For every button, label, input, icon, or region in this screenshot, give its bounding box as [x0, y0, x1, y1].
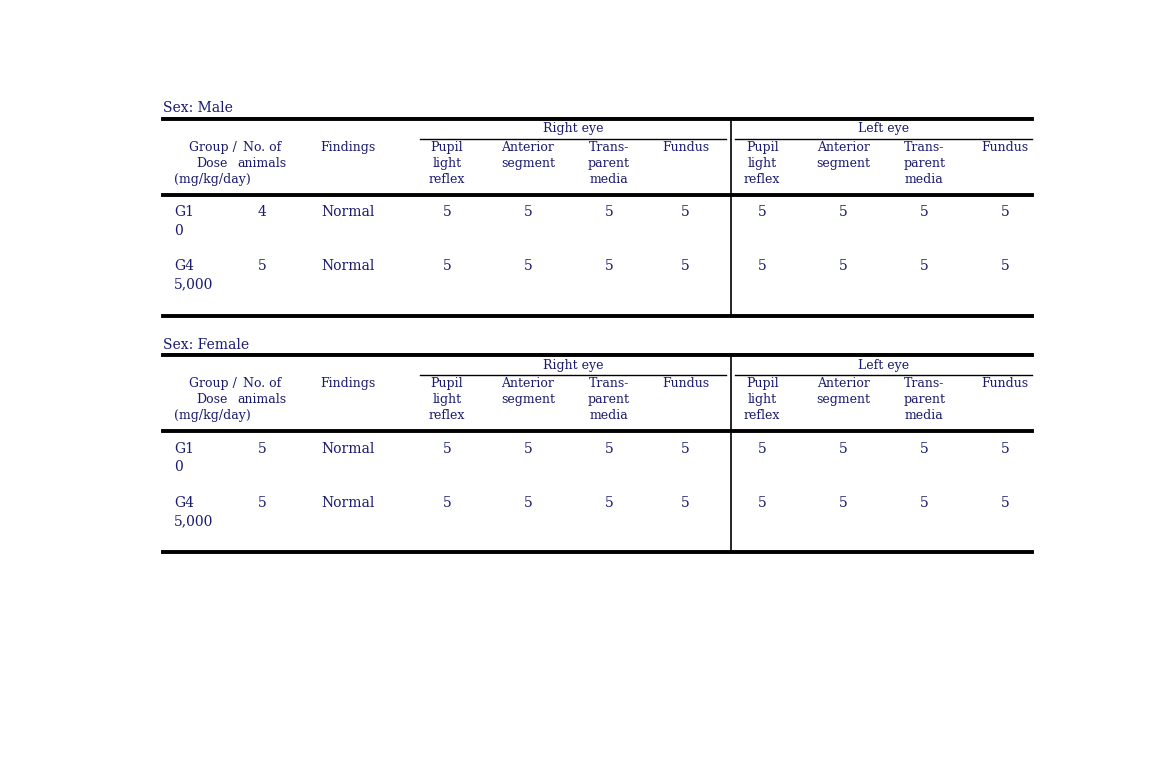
Text: 5: 5: [1000, 259, 1010, 273]
Text: 5: 5: [1000, 442, 1010, 456]
Text: 5: 5: [920, 442, 928, 456]
Text: 5: 5: [604, 442, 614, 456]
Text: 5: 5: [1000, 496, 1010, 509]
Text: Fundus: Fundus: [982, 378, 1028, 391]
Text: 5: 5: [758, 205, 767, 220]
Text: Trans-
parent
media: Trans- parent media: [588, 141, 630, 186]
Text: 5: 5: [758, 496, 767, 509]
Text: 5: 5: [758, 442, 767, 456]
Text: Anterior
segment: Anterior segment: [501, 141, 555, 170]
Text: 5: 5: [443, 442, 451, 456]
Text: Normal: Normal: [321, 496, 374, 509]
Text: Anterior
segment: Anterior segment: [816, 378, 870, 407]
Text: 5: 5: [839, 442, 847, 456]
Text: 5: 5: [443, 496, 451, 509]
Text: 5: 5: [258, 442, 267, 456]
Text: G4
5,000: G4 5,000: [174, 259, 214, 292]
Text: G1
0: G1 0: [174, 205, 194, 238]
Text: 5: 5: [681, 442, 690, 456]
Text: Sex: Male: Sex: Male: [163, 101, 234, 116]
Text: G1
0: G1 0: [174, 442, 194, 474]
Text: Right eye: Right eye: [543, 122, 603, 135]
Text: 5: 5: [258, 496, 267, 509]
Text: 5: 5: [604, 496, 614, 509]
Text: Pupil
light
reflex: Pupil light reflex: [429, 141, 465, 186]
Text: Group /
Dose
(mg/kg/day): Group / Dose (mg/kg/day): [174, 378, 251, 423]
Text: 5: 5: [443, 205, 451, 220]
Text: Fundus: Fundus: [662, 378, 709, 391]
Text: Fundus: Fundus: [662, 141, 709, 154]
Text: 5: 5: [839, 496, 847, 509]
Text: 5: 5: [681, 205, 690, 220]
Text: 5: 5: [1000, 205, 1010, 220]
Text: Left eye: Left eye: [859, 122, 909, 135]
Text: 5: 5: [681, 496, 690, 509]
Text: Fundus: Fundus: [982, 141, 1028, 154]
Text: Left eye: Left eye: [859, 359, 909, 372]
Text: Anterior
segment: Anterior segment: [816, 141, 870, 170]
Text: G4
5,000: G4 5,000: [174, 496, 214, 528]
Text: 5: 5: [524, 496, 532, 509]
Text: Normal: Normal: [321, 205, 374, 220]
Text: 5: 5: [920, 259, 928, 273]
Text: 5: 5: [524, 205, 532, 220]
Text: 5: 5: [758, 259, 767, 273]
Text: No. of
animals: No. of animals: [238, 378, 287, 407]
Text: 5: 5: [604, 205, 614, 220]
Text: Findings: Findings: [321, 378, 375, 391]
Text: Right eye: Right eye: [543, 359, 603, 372]
Text: Pupil
light
reflex: Pupil light reflex: [744, 141, 781, 186]
Text: 5: 5: [524, 442, 532, 456]
Text: Anterior
segment: Anterior segment: [501, 378, 555, 407]
Text: 5: 5: [443, 259, 451, 273]
Text: Trans-
parent
media: Trans- parent media: [588, 378, 630, 423]
Text: 5: 5: [258, 259, 267, 273]
Text: Trans-
parent
media: Trans- parent media: [903, 141, 945, 186]
Text: 5: 5: [920, 496, 928, 509]
Text: Normal: Normal: [321, 442, 374, 456]
Text: 5: 5: [839, 259, 847, 273]
Text: No. of
animals: No. of animals: [238, 141, 287, 170]
Text: 5: 5: [524, 259, 532, 273]
Text: 5: 5: [604, 259, 614, 273]
Text: Normal: Normal: [321, 259, 374, 273]
Text: 5: 5: [839, 205, 847, 220]
Text: Sex: Female: Sex: Female: [163, 337, 250, 352]
Text: Pupil
light
reflex: Pupil light reflex: [744, 378, 781, 423]
Text: Pupil
light
reflex: Pupil light reflex: [429, 378, 465, 423]
Text: 5: 5: [681, 259, 690, 273]
Text: Trans-
parent
media: Trans- parent media: [903, 378, 945, 423]
Text: 5: 5: [920, 205, 928, 220]
Text: 4: 4: [258, 205, 267, 220]
Text: Findings: Findings: [321, 141, 375, 154]
Text: Group /
Dose
(mg/kg/day): Group / Dose (mg/kg/day): [174, 141, 251, 186]
